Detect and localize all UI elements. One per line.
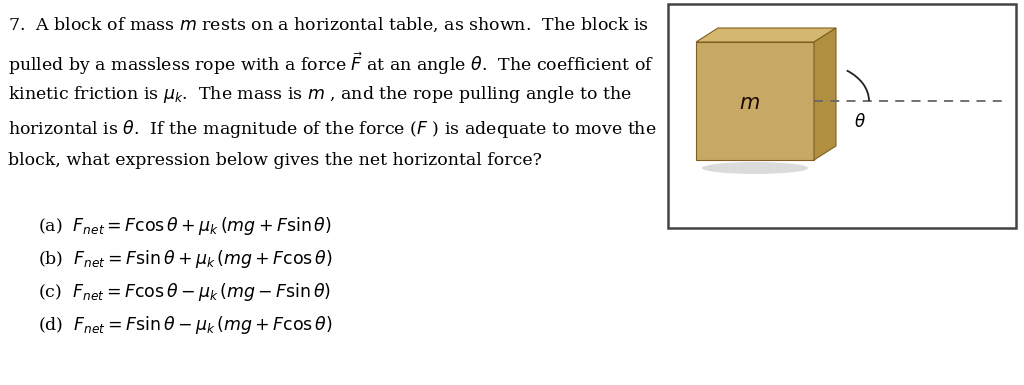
Text: (c)  $F_{net} = F\cos\theta - \mu_k\,(mg - F\sin\theta)$: (c) $F_{net} = F\cos\theta - \mu_k\,(mg …: [38, 281, 331, 303]
Polygon shape: [696, 28, 836, 42]
Text: pulled by a massless rope with a force $\vec{F}$ at an angle $\theta$.  The coef: pulled by a massless rope with a force $…: [8, 50, 654, 77]
Text: $\theta$: $\theta$: [854, 113, 865, 131]
Text: 7.  A block of mass $m$ rests on a horizontal table, as shown.  The block is: 7. A block of mass $m$ rests on a horizo…: [8, 16, 649, 34]
Text: block, what expression below gives the net horizontal force?: block, what expression below gives the n…: [8, 152, 542, 169]
Text: (d)  $F_{net} = F\sin\theta - \mu_k\,(mg + F\cos\theta)$: (d) $F_{net} = F\sin\theta - \mu_k\,(mg …: [38, 314, 333, 336]
Ellipse shape: [701, 162, 808, 174]
Text: (a)  $F_{net} = F\cos\theta + \mu_k\,(mg + F\sin\theta)$: (a) $F_{net} = F\cos\theta + \mu_k\,(mg …: [38, 215, 332, 237]
Polygon shape: [814, 28, 836, 160]
Text: $m$: $m$: [738, 94, 760, 113]
Bar: [668, 4, 1016, 228]
Text: kinetic friction is $\mu_k$.  The mass is $m$ , and the rope pulling angle to th: kinetic friction is $\mu_k$. The mass is…: [8, 84, 632, 105]
Bar: [696, 42, 814, 160]
Text: horizontal is $\theta$.  If the magnitude of the force ($F$ ) is adequate to mov: horizontal is $\theta$. If the magnitude…: [8, 118, 656, 140]
Text: (b)  $F_{net} = F\sin\theta + \mu_k\,(mg + F\cos\theta)$: (b) $F_{net} = F\sin\theta + \mu_k\,(mg …: [38, 248, 333, 270]
